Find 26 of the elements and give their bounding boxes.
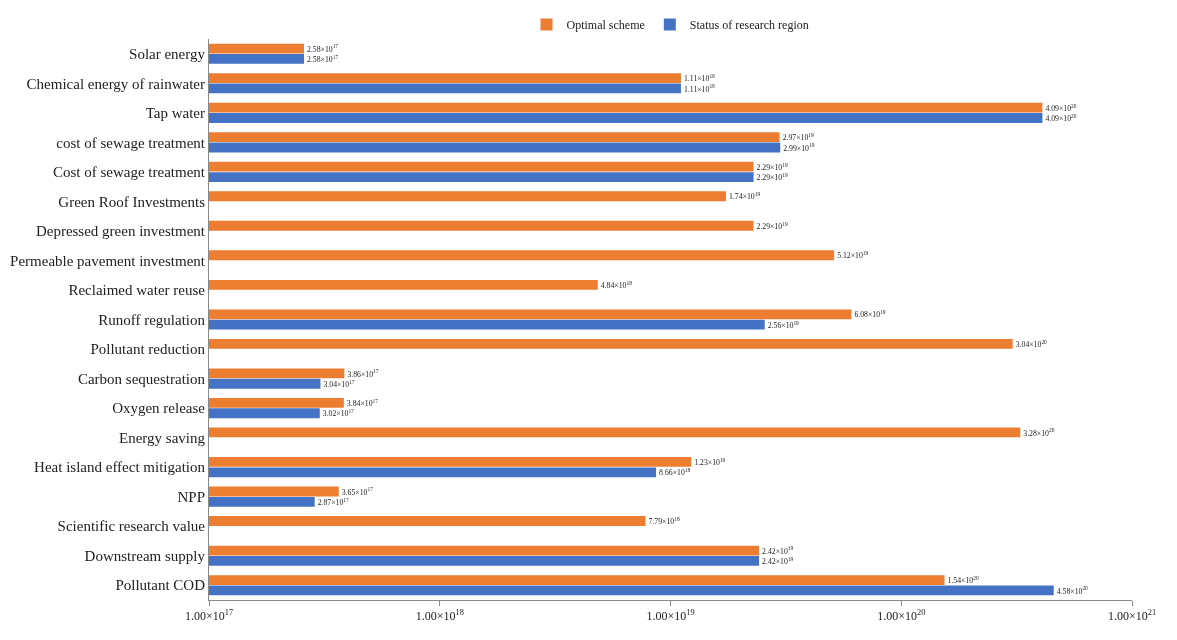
y-tick-label: Reclaimed water reuse (68, 282, 206, 299)
y-tick-label: Solar energy (129, 46, 206, 63)
y-tick-label: cost of sewage treatment (56, 134, 206, 151)
x-tick-label: 1.00×10$^{19}$ (646, 608, 695, 624)
x-tick-label: 1.00×10$^{18}$ (415, 608, 464, 624)
legend-label: Status of research region (689, 18, 809, 33)
y-tick-label: Chemical energy of rainwater (26, 75, 205, 92)
y-tick-label: Green Roof Investments (58, 193, 206, 210)
y-tick-label: Runoff regulation (98, 311, 206, 328)
x-tick-label: 1.00×10$^{20}$ (877, 608, 926, 624)
legend-label: Optimal scheme (566, 18, 645, 33)
y-tick-label: NPP (177, 488, 205, 505)
y-tick-label: Downstream supply (84, 547, 206, 564)
y-tick-label: Permeable pavement investment (10, 252, 206, 269)
y-tick-label: Oxygen release (112, 400, 206, 417)
y-tick-label: Cost of sewage treatment (52, 164, 206, 181)
y-tick-label: Carbon sequestration (77, 370, 206, 387)
x-tick-label: 1.00×10$^{21}$ (1107, 608, 1157, 624)
y-tick-label: Scientific research value (57, 518, 206, 535)
x-tick-label: 1.00×10$^{17}$ (184, 608, 234, 624)
y-tick-label: Heat island effect mitigation (34, 459, 206, 476)
y-tick-label: Pollutant reduction (90, 341, 206, 358)
y-tick-label: Energy saving (119, 429, 206, 446)
y-tick-label: Pollutant COD (115, 577, 206, 594)
y-tick-label: Tap water (145, 105, 205, 122)
y-tick-label: Depressed green investment (35, 223, 206, 240)
